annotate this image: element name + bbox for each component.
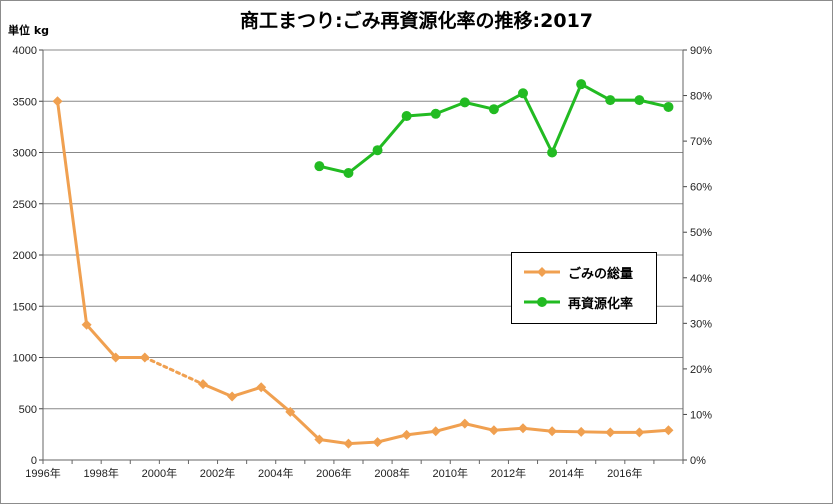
waste-point <box>663 425 674 436</box>
y-right-tick-label: 0% <box>690 455 706 467</box>
waste-point <box>372 437 383 448</box>
y-left-tick-label: 2500 <box>13 199 37 211</box>
y-right-tick-label: 50% <box>690 227 712 239</box>
waste-line-segment <box>288 410 321 441</box>
waste-point <box>52 96 63 107</box>
unit-label: 単位 kg <box>8 24 50 37</box>
x-tick-label: 2000年 <box>142 466 177 480</box>
legend-item-waste: ごみの総量 <box>522 261 633 283</box>
recycle-point <box>430 108 441 119</box>
x-tick-label: 2010年 <box>433 466 468 480</box>
recycle-point <box>343 168 354 178</box>
waste-line-segment <box>143 356 205 386</box>
waste-line-segment <box>492 426 525 432</box>
x-tick-label: 1998年 <box>83 466 118 480</box>
legend-label-waste: ごみの総量 <box>568 266 634 282</box>
waste-point <box>314 434 325 445</box>
x-tick-label: 2016年 <box>607 466 642 480</box>
waste-point <box>576 426 587 437</box>
waste-line-segment <box>521 426 554 433</box>
waste-point <box>547 426 558 437</box>
waste-point <box>488 425 499 436</box>
recycle-point <box>314 161 325 172</box>
waste-line-segment <box>85 323 118 359</box>
recycle-point <box>576 79 587 90</box>
y-right-tick-label: 60% <box>690 182 712 194</box>
waste-point <box>343 438 354 449</box>
waste-point <box>81 319 92 330</box>
recycle-point <box>663 101 674 112</box>
y-right-tick-label: 40% <box>690 273 712 285</box>
legend-item-recycle: 再資源化率 <box>522 291 633 313</box>
y-left-tick-label: 3000 <box>13 148 37 160</box>
legend-label-recycle: 再資源化率 <box>568 296 634 312</box>
recycle-line-segment <box>521 91 554 154</box>
recycle-point <box>634 95 645 106</box>
x-tick-label: 2002年 <box>200 466 235 480</box>
legend-marker-waste <box>524 267 560 277</box>
waste-line-segment <box>376 433 409 444</box>
waste-line-segment <box>230 385 263 398</box>
recycle-point <box>518 88 528 99</box>
waste-line-segment <box>259 385 292 414</box>
waste-point <box>459 418 470 429</box>
recycle-line-segment <box>492 91 525 111</box>
recycle-point <box>372 145 383 156</box>
chart-title: 商工まつり:ごみ再資源化率の推移:2017 <box>239 10 594 32</box>
x-tick-label: 1996年 <box>25 466 60 480</box>
y-right-tick-label: 20% <box>690 364 712 376</box>
y-left-tick-label: 0 <box>31 455 37 467</box>
y-left-tick-label: 2000 <box>13 250 37 262</box>
waste-point <box>227 391 238 402</box>
waste-point <box>605 427 616 438</box>
recycle-line-segment <box>346 148 380 175</box>
waste-point <box>139 352 150 363</box>
waste-point <box>430 426 441 437</box>
recycle-point <box>459 97 470 108</box>
waste-point <box>401 429 412 440</box>
legend: ごみの総量 再資源化率 <box>511 252 657 324</box>
y-left-tick-label: 3500 <box>13 96 37 108</box>
x-tick-label: 2008年 <box>374 466 409 480</box>
y-right-tick-label: 70% <box>690 136 712 148</box>
recycle-line-segment <box>579 82 612 102</box>
y-right-tick-label: 10% <box>690 409 712 421</box>
waste-line-segment <box>405 429 438 437</box>
recycle-line-segment <box>550 82 583 154</box>
waste-point <box>518 423 528 434</box>
y-right-tick-label: 80% <box>690 91 712 103</box>
y-left-tick-label: 1000 <box>13 353 37 365</box>
y-right-tick-label: 30% <box>690 318 712 330</box>
x-tick-label: 2006年 <box>316 466 351 480</box>
waste-line-segment <box>346 440 380 446</box>
recycle-line-segment <box>434 100 467 116</box>
recycle-line-segment <box>376 114 409 152</box>
waste-point <box>285 406 296 417</box>
waste-point <box>634 427 645 438</box>
recycle-point <box>547 147 558 158</box>
y-left-tick-label: 500 <box>19 404 37 416</box>
waste-line-segment <box>201 382 234 398</box>
waste-point <box>110 352 121 363</box>
waste-line-segment <box>434 422 467 433</box>
waste-line-segment <box>317 438 350 446</box>
y-left-tick-label: 1500 <box>13 301 37 313</box>
x-tick-label: 2012年 <box>491 466 526 480</box>
waste-point <box>256 382 267 393</box>
recycle-point <box>401 111 412 122</box>
waste-line-segment <box>637 428 670 434</box>
x-tick-label: 2014年 <box>549 466 584 480</box>
waste-line-segment <box>56 99 89 327</box>
waste-point <box>198 379 208 390</box>
recycle-point <box>488 104 499 115</box>
recycle-point <box>605 95 616 106</box>
y-left-tick-label: 4000 <box>13 45 37 57</box>
x-tick-label: 2004年 <box>258 466 293 480</box>
waste-line-segment <box>463 422 496 432</box>
y-right-tick-label: 90% <box>690 45 712 57</box>
legend-marker-recycle <box>524 297 560 307</box>
